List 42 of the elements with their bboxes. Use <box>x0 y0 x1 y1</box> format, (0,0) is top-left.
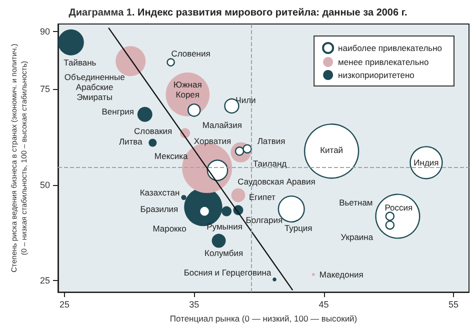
annotation: Египет <box>248 192 276 202</box>
annotation: Вьетнам <box>339 197 373 208</box>
x-tick-label: 55 <box>448 300 458 310</box>
annotation: Индия <box>414 158 440 168</box>
legend-label: низкоприоритетено <box>338 70 415 80</box>
annotation: Чили <box>236 94 256 105</box>
x-axis-title: Потенциал рынка (0 — низкий, 100 — высокий) <box>170 314 358 324</box>
annotation: Болгария <box>246 215 284 226</box>
annotation: Китай <box>320 145 344 156</box>
annotation: Саудовская Аравия <box>238 176 316 186</box>
annotation: Колумбия <box>204 248 244 258</box>
annotation: Казахстан <box>140 188 180 198</box>
annotation: Хорватия <box>194 136 232 146</box>
x-tick-label: 25 <box>59 300 70 310</box>
legend-label: наиболее привлекательно <box>338 43 442 53</box>
annotation: Россия <box>384 202 414 212</box>
x-tick-label: 35 <box>189 300 200 310</box>
annotation: Южная Корея <box>173 79 202 100</box>
annotation: Объединенные Арабские Эмираты <box>64 72 126 102</box>
chart-title: Диаграмма 1. Индекс развития мирового ритейла: данные за 2006 г. <box>68 8 408 18</box>
annotation: Латвия <box>257 136 286 146</box>
y-tick-label: 25 <box>40 276 50 286</box>
y-tick-label: 90 <box>40 26 50 37</box>
annotation: Румыния <box>206 221 243 232</box>
annotation: Словакия <box>134 126 173 136</box>
annotation: Таиланд <box>252 158 287 168</box>
annotation: Малайзия <box>202 120 242 130</box>
y-tick-label: 75 <box>40 84 50 94</box>
annotation: Литва <box>118 136 143 147</box>
annotation: Украина <box>340 232 374 242</box>
x-tick-label: 45 <box>318 300 329 310</box>
annotation: Мексика <box>154 151 188 162</box>
annotation: Турция <box>284 222 313 233</box>
legend-label: менее привлекательно <box>338 57 429 67</box>
annotation: Венгрия <box>102 106 134 116</box>
annotation: Словения <box>171 48 211 58</box>
annotation: Марокко <box>152 223 187 234</box>
annotation: Бразилия <box>140 204 179 214</box>
annotation: Босния и Герцеговина <box>184 267 272 278</box>
annotation: Тайвань <box>64 57 97 68</box>
annotation: Македония <box>319 269 364 280</box>
y-tick-label: 50 <box>40 180 50 190</box>
